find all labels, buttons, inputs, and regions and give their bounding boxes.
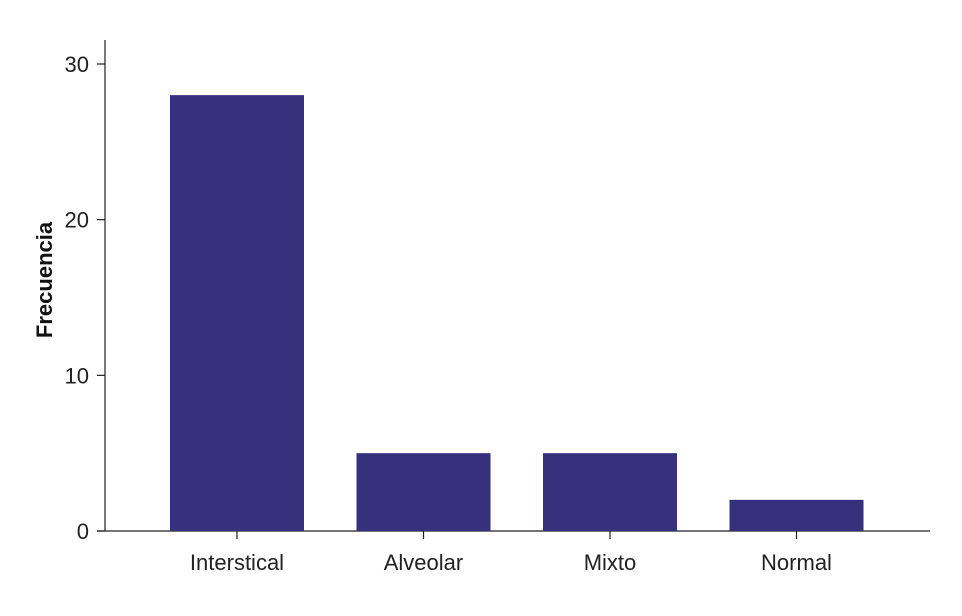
y-ticks: 0 10 20 30 bbox=[65, 52, 105, 544]
bar-mixto bbox=[543, 453, 677, 531]
bar-interstical bbox=[170, 95, 304, 531]
x-tick-label-normal: Normal bbox=[761, 550, 832, 575]
y-tick-label: 20 bbox=[65, 208, 89, 233]
bar-alveolar bbox=[356, 453, 491, 531]
y-tick-label: 0 bbox=[77, 519, 89, 544]
y-tick-label: 10 bbox=[65, 363, 89, 388]
x-tick-label-alveolar: Alveolar bbox=[384, 550, 463, 575]
y-tick-label: 30 bbox=[65, 52, 89, 77]
bar-normal bbox=[729, 499, 864, 531]
x-ticks: Interstical Alveolar Mixto Normal bbox=[190, 531, 832, 575]
bars bbox=[170, 95, 864, 531]
x-tick-label-interstical: Interstical bbox=[190, 550, 284, 575]
x-tick-label-mixto: Mixto bbox=[584, 550, 637, 575]
y-axis-label: Frecuencia bbox=[32, 221, 57, 338]
